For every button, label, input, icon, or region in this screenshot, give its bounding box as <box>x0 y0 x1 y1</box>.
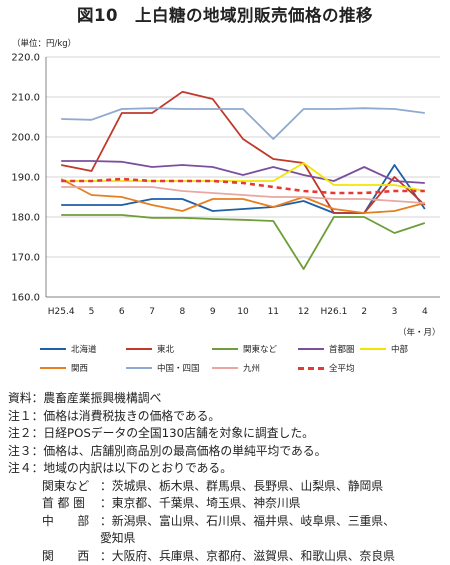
x-tick-label: 2 <box>361 307 367 317</box>
legend-swatch <box>298 367 324 370</box>
legend-label: 中国・四国 <box>157 362 200 374</box>
y-tick-label: 190.0 <box>11 173 40 184</box>
x-tick-label: 10 <box>237 307 249 317</box>
x-tick-label: 7 <box>149 307 155 317</box>
legend-item-shutoken: 首都圏 <box>298 343 355 355</box>
y-tick-label: 180.0 <box>11 213 40 224</box>
region-members: ：茨城県、栃木県、群馬県、長野県、山梨県、静岡県 <box>100 478 383 496</box>
source-note: 資料：農畜産業振興機構調べ <box>8 390 448 408</box>
series-line-kyushu <box>61 187 425 203</box>
legend-item-kansai: 関西 <box>40 362 88 374</box>
legend-swatch <box>212 367 238 369</box>
region-row-shutoken: 首 都 圏 ：東京都、千葉県、埼玉県、神奈川県 <box>8 495 448 513</box>
x-tick-label: 6 <box>119 307 125 317</box>
region-row-kanto: 関東など ：茨城県、栃木県、群馬県、長野県、山梨県、静岡県 <box>8 478 448 496</box>
legend-swatch <box>360 348 386 350</box>
x-axis-note: （年・月） <box>398 326 441 338</box>
legend-label: 中部 <box>391 343 408 355</box>
x-tick-label: 4 <box>422 307 428 317</box>
legend-label: 北海道 <box>71 343 97 355</box>
notes-block: 資料：農畜産業振興機構調べ 注１：価格は消費税抜きの価格である。 注２：日経PO… <box>8 390 448 565</box>
note-1: 注１：価格は消費税抜きの価格である。 <box>8 408 448 426</box>
region-continuation: 愛知県 <box>8 530 448 548</box>
region-row-kansai: 関 西 ：大阪府、兵庫県、京都府、滋賀県、和歌山県、奈良県 <box>8 548 448 565</box>
x-tick-label: 3 <box>392 307 398 317</box>
x-tick-label: 5 <box>89 307 95 317</box>
y-tick-label: 210.0 <box>11 93 40 104</box>
region-members: ：新潟県、富山県、石川県、福井県、岐阜県、三重県、 <box>100 513 395 531</box>
region-name: 関 西 <box>8 548 100 565</box>
legend-item-chugoku_shikoku: 中国・四国 <box>126 362 200 374</box>
region-name: 関東など <box>8 478 100 496</box>
region-name: 中 部 <box>8 513 100 531</box>
series-line-kanto <box>61 215 425 269</box>
legend-label: 関東など <box>243 343 277 355</box>
legend-label: 全平均 <box>329 362 355 374</box>
note-4: 注４：地域の内訳は以下のとおりである。 <box>8 460 448 478</box>
line-chart: 160.0 170.0 180.0 190.0 200.0 210.0 220.0 H25.4… <box>0 0 450 340</box>
legend-swatch <box>40 348 66 350</box>
legend-label: 首都圏 <box>329 343 355 355</box>
legend-item-chubu: 中部 <box>360 343 408 355</box>
region-members: ：東京都、千葉県、埼玉県、神奈川県 <box>100 495 301 513</box>
legend-swatch <box>40 367 66 369</box>
x-tick-label: 9 <box>210 307 216 317</box>
legend-swatch <box>212 348 238 350</box>
y-tick-label: 220.0 <box>11 53 40 64</box>
legend-item-national_avg: 全平均 <box>298 362 355 374</box>
legend-label: 関西 <box>71 362 88 374</box>
x-tick-label: H25.4 <box>48 307 75 317</box>
legend-item-kyushu: 九州 <box>212 362 260 374</box>
legend-swatch <box>298 348 324 350</box>
region-name: 首 都 圏 <box>8 495 100 513</box>
legend-item-tohoku: 東北 <box>126 343 174 355</box>
legend-swatch <box>126 348 152 350</box>
x-tick-label: 12 <box>298 307 309 317</box>
y-tick-label: 200.0 <box>11 133 40 144</box>
note-2: 注２：日経POSデータの全国130店舗を対象に調査した。 <box>8 425 448 443</box>
x-tick-label: H26.1 <box>321 307 348 317</box>
legend-swatch <box>126 367 152 369</box>
legend-item-kanto: 関東など <box>212 343 277 355</box>
legend-item-hokkaido: 北海道 <box>40 343 97 355</box>
y-tick-label: 170.0 <box>11 253 40 264</box>
y-tick-label: 160.0 <box>11 293 40 304</box>
region-row-chubu: 中 部 ：新潟県、富山県、石川県、福井県、岐阜県、三重県、 <box>8 513 448 531</box>
region-members: ：大阪府、兵庫県、京都府、滋賀県、和歌山県、奈良県 <box>100 548 395 565</box>
legend-label: 東北 <box>157 343 174 355</box>
legend-label: 九州 <box>243 362 260 374</box>
note-3: 注３：価格は、店舗別商品別の最高価格の単純平均である。 <box>8 443 448 461</box>
x-tick-label: 8 <box>180 307 186 317</box>
x-tick-label: 11 <box>268 307 279 317</box>
